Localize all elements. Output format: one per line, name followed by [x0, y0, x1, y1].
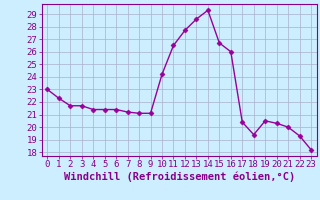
X-axis label: Windchill (Refroidissement éolien,°C): Windchill (Refroidissement éolien,°C) [64, 172, 295, 182]
